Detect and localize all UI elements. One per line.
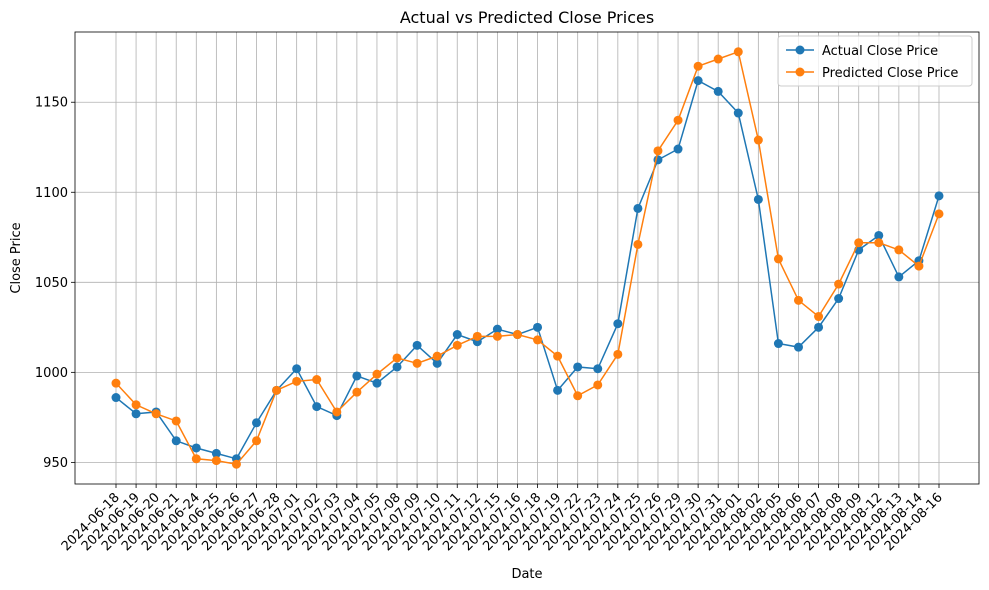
data-point bbox=[452, 330, 462, 340]
data-point bbox=[332, 407, 342, 417]
data-point bbox=[573, 362, 583, 372]
data-point bbox=[392, 362, 402, 372]
data-point bbox=[171, 436, 181, 446]
data-point bbox=[231, 459, 241, 469]
data-point bbox=[292, 364, 302, 374]
data-point bbox=[673, 144, 683, 154]
plot-frame bbox=[74, 31, 980, 485]
data-point bbox=[312, 375, 322, 385]
legend-box bbox=[777, 35, 973, 87]
data-point bbox=[693, 76, 703, 86]
data-point bbox=[151, 409, 161, 419]
data-point bbox=[432, 358, 442, 368]
series-line bbox=[115, 79, 940, 460]
data-point bbox=[171, 416, 181, 426]
data-point bbox=[814, 312, 824, 322]
data-point bbox=[874, 238, 884, 248]
data-point bbox=[633, 239, 643, 249]
series-1 bbox=[111, 47, 944, 469]
data-point bbox=[533, 322, 543, 332]
data-point bbox=[452, 340, 462, 350]
legend-marker-actual bbox=[795, 45, 805, 55]
y-tick-label: 1150 bbox=[35, 96, 68, 111]
data-point bbox=[553, 385, 563, 395]
data-point bbox=[492, 324, 502, 334]
legend-label-predicted: Predicted Close Price bbox=[822, 66, 958, 81]
data-point bbox=[793, 295, 803, 305]
ticks: 2024-06-182024-06-192024-06-202024-06-21… bbox=[35, 96, 946, 555]
data-point bbox=[292, 376, 302, 386]
data-point bbox=[894, 272, 904, 282]
data-point bbox=[934, 209, 944, 219]
data-point bbox=[211, 448, 221, 458]
data-point bbox=[854, 238, 864, 248]
legend-label-actual: Actual Close Price bbox=[822, 44, 938, 59]
data-point bbox=[613, 319, 623, 329]
data-point bbox=[934, 191, 944, 201]
y-axis-label: Close Price bbox=[9, 222, 24, 293]
legend-marker-predicted bbox=[795, 67, 805, 77]
data-point bbox=[372, 369, 382, 379]
data-point bbox=[914, 261, 924, 271]
data-point bbox=[312, 402, 322, 412]
data-point bbox=[753, 194, 763, 204]
series-layer bbox=[111, 47, 944, 469]
data-point bbox=[593, 380, 603, 390]
data-point bbox=[492, 331, 502, 341]
data-point bbox=[593, 364, 603, 374]
data-point bbox=[693, 61, 703, 71]
data-point bbox=[191, 443, 201, 453]
data-point bbox=[191, 454, 201, 464]
data-point bbox=[573, 391, 583, 401]
data-point bbox=[894, 245, 904, 255]
data-point bbox=[272, 385, 282, 395]
data-point bbox=[834, 279, 844, 289]
data-point bbox=[252, 418, 262, 428]
data-point bbox=[372, 378, 382, 388]
y-tick-label: 950 bbox=[43, 456, 68, 471]
data-point bbox=[653, 146, 663, 156]
data-point bbox=[834, 294, 844, 304]
data-point bbox=[533, 335, 543, 345]
data-point bbox=[412, 358, 422, 368]
data-point bbox=[633, 203, 643, 213]
data-point bbox=[773, 339, 783, 349]
data-point bbox=[472, 331, 482, 341]
data-point bbox=[432, 351, 442, 361]
data-point bbox=[793, 342, 803, 352]
data-point bbox=[252, 436, 262, 446]
data-point bbox=[733, 108, 743, 118]
data-point bbox=[131, 409, 141, 419]
data-point bbox=[352, 387, 362, 397]
y-tick-label: 1100 bbox=[35, 186, 68, 201]
data-point bbox=[352, 371, 362, 381]
chart-title: Actual vs Predicted Close Prices bbox=[400, 8, 654, 27]
x-axis-label: Date bbox=[511, 567, 542, 582]
data-point bbox=[753, 135, 763, 145]
data-point bbox=[613, 349, 623, 359]
data-point bbox=[874, 230, 884, 240]
y-tick-label: 1000 bbox=[35, 366, 68, 381]
data-point bbox=[713, 86, 723, 96]
data-point bbox=[553, 351, 563, 361]
data-point bbox=[211, 456, 221, 466]
data-point bbox=[713, 54, 723, 64]
data-point bbox=[111, 393, 121, 403]
legend: Actual Close Price Predicted Close Price bbox=[777, 35, 973, 87]
data-point bbox=[733, 47, 743, 57]
data-point bbox=[392, 353, 402, 363]
data-point bbox=[814, 322, 824, 332]
data-point bbox=[111, 378, 121, 388]
data-point bbox=[773, 254, 783, 264]
y-tick-label: 1050 bbox=[35, 276, 68, 291]
data-point bbox=[512, 330, 522, 340]
data-point bbox=[673, 115, 683, 125]
data-point bbox=[412, 340, 422, 350]
data-point bbox=[131, 400, 141, 410]
